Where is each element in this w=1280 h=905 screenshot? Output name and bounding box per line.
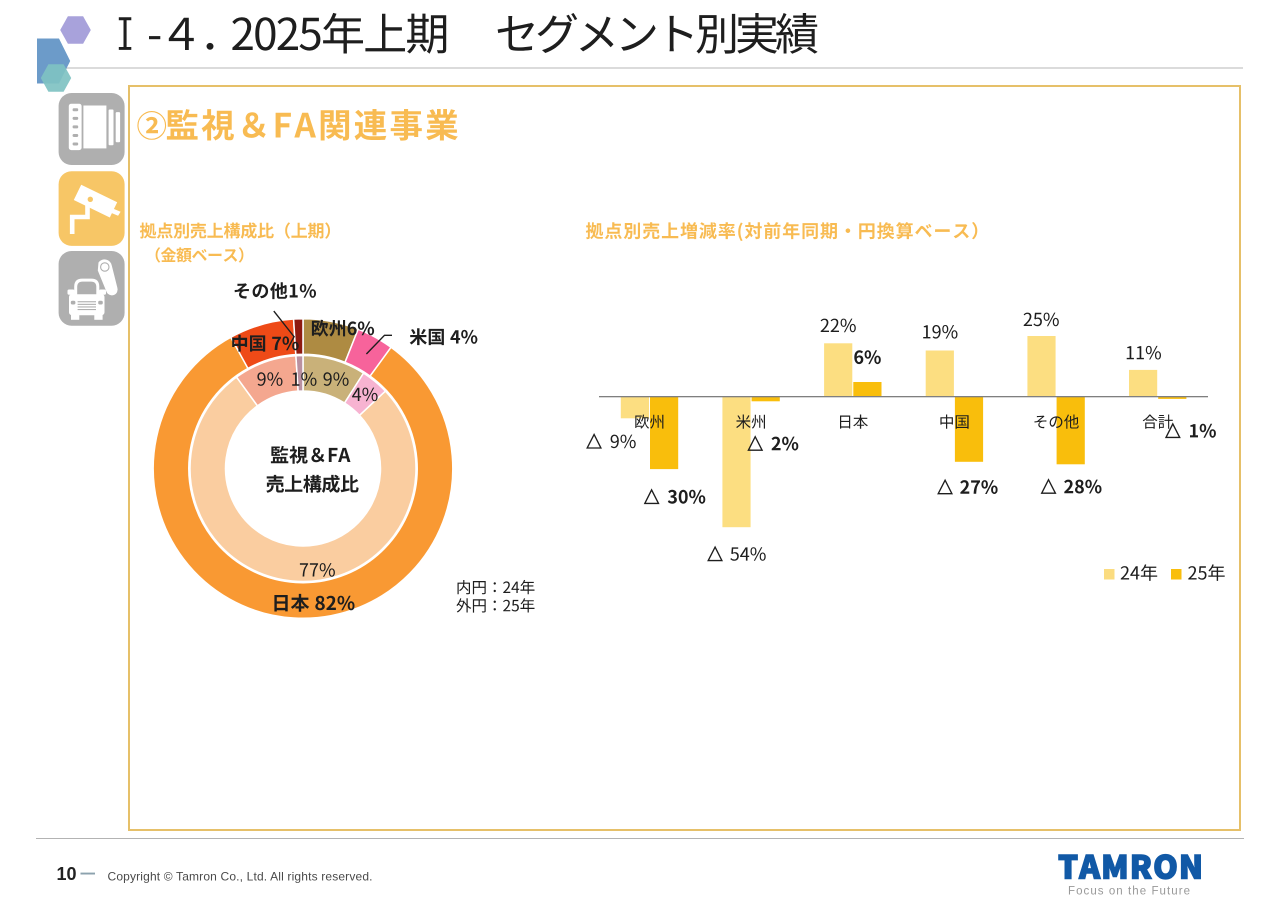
svg-text:10: 10 [57, 864, 77, 884]
svg-text:Copyright © Tamron Co., Ltd. A: Copyright © Tamron Co., Ltd. All rights … [108, 869, 373, 883]
svg-text:Focus on the Future: Focus on the Future [1068, 886, 1190, 898]
